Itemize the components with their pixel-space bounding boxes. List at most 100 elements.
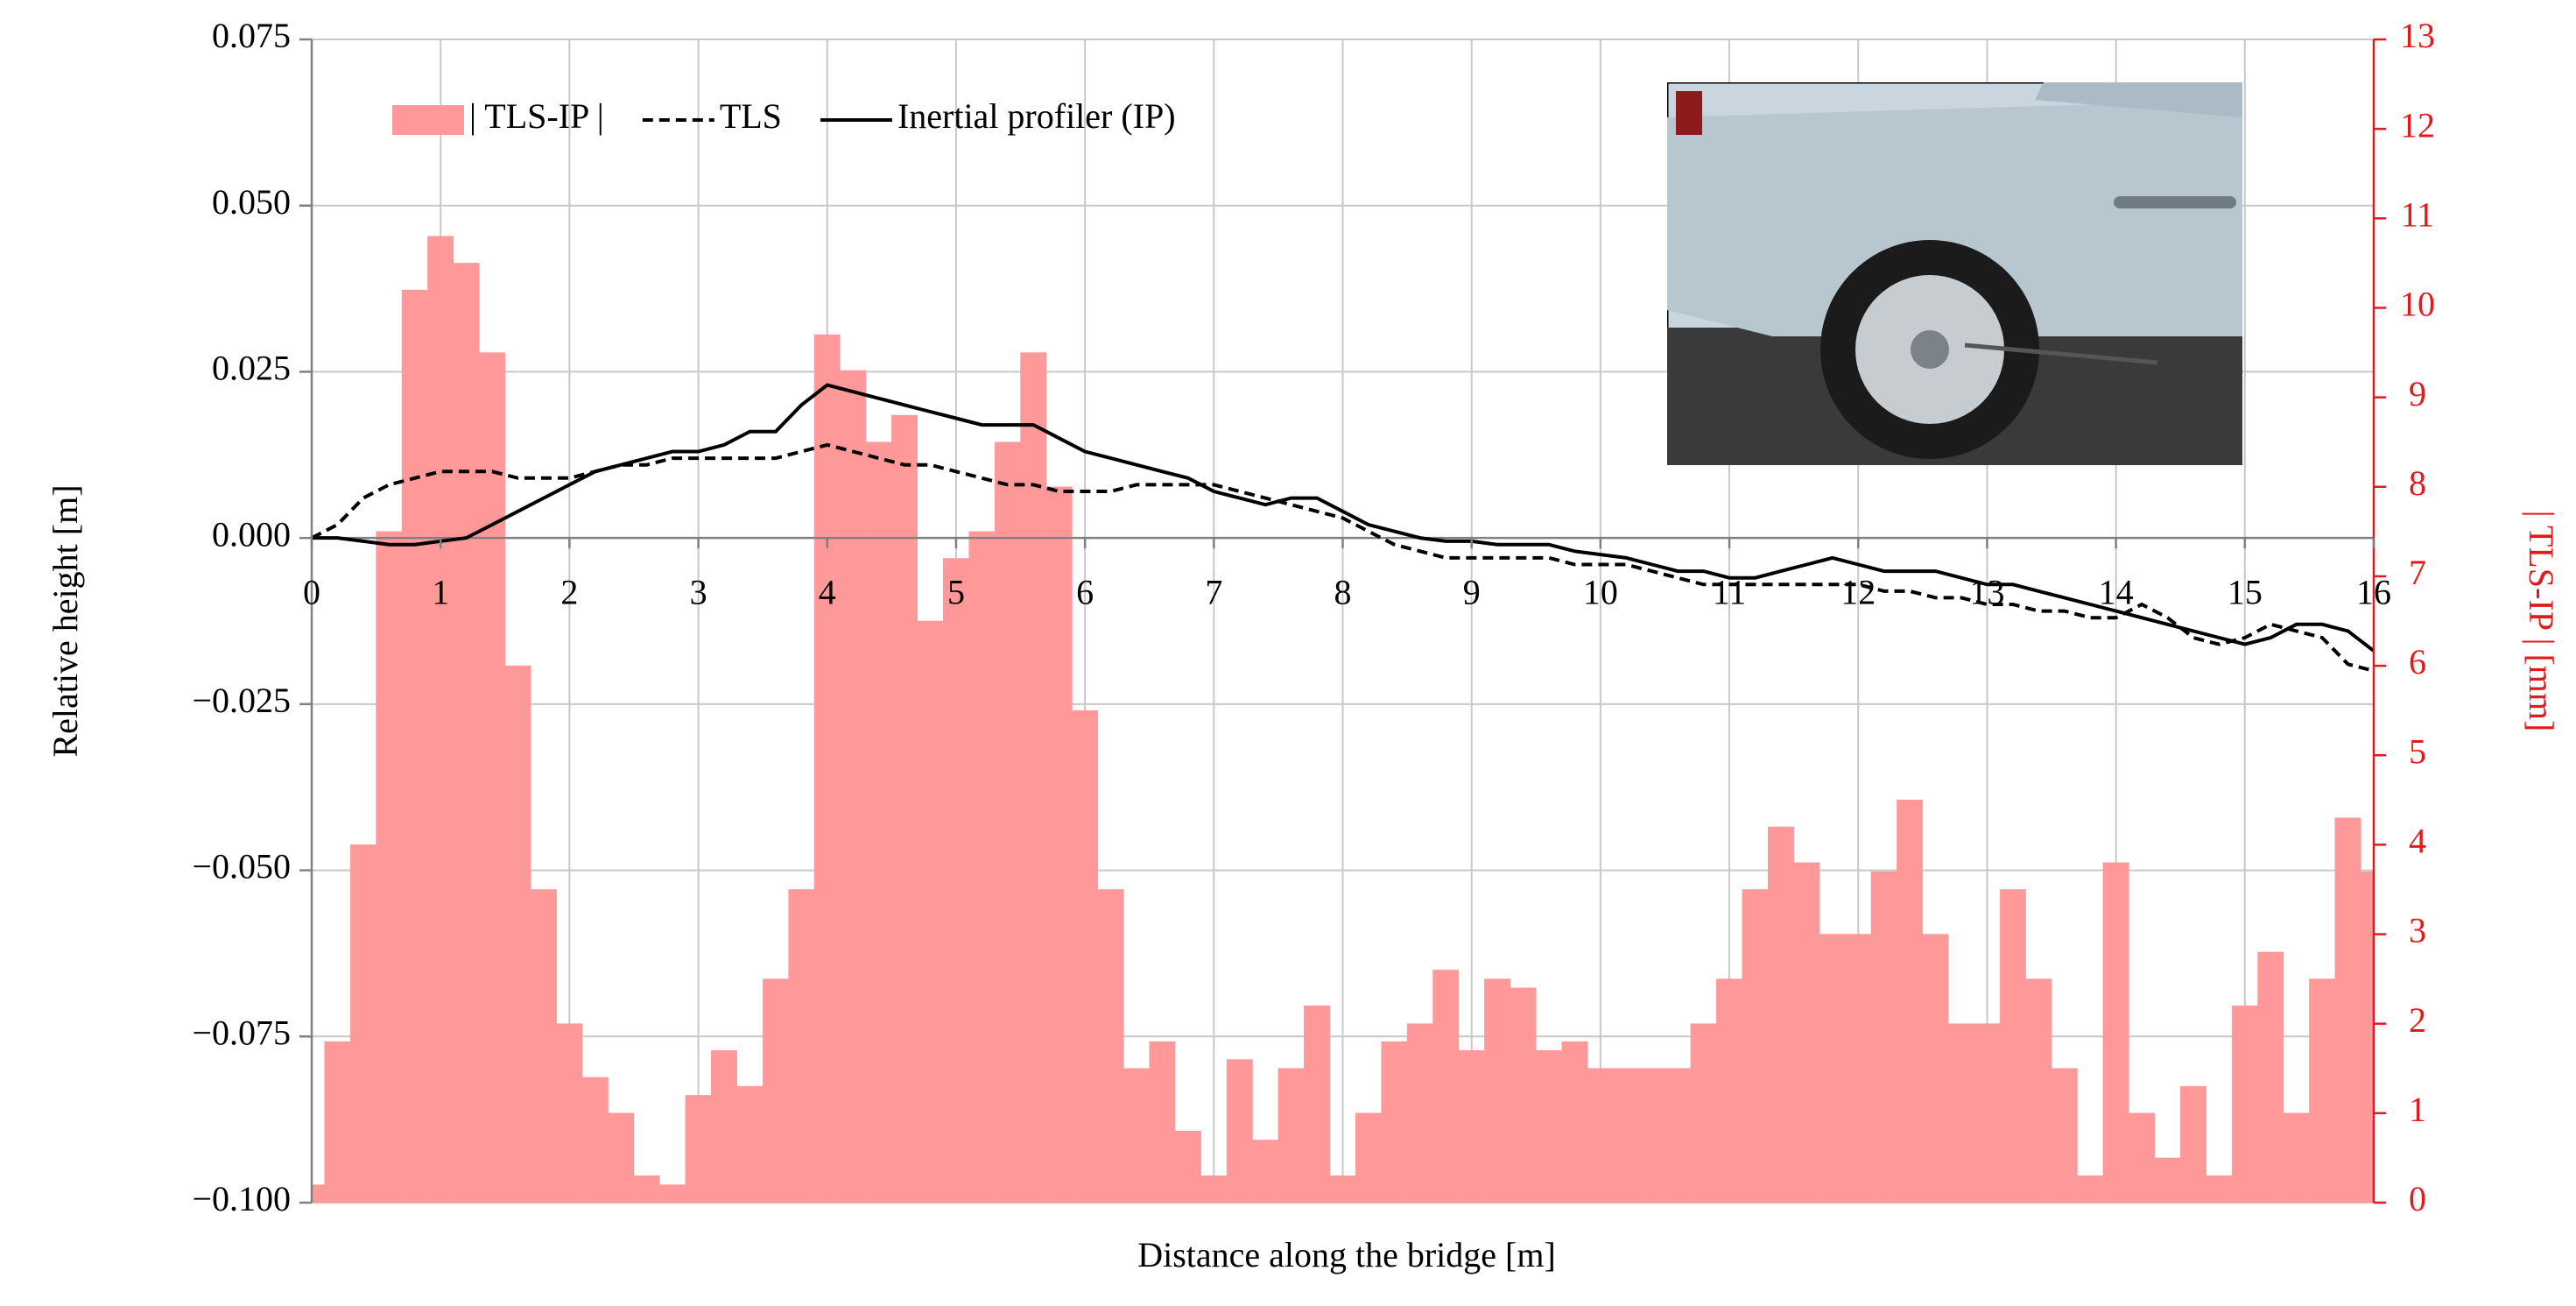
bar xyxy=(1638,1068,1665,1204)
bar xyxy=(581,1077,609,1204)
y2-tick-label: 3 xyxy=(2409,911,2426,950)
bar xyxy=(1174,1131,1201,1204)
x-tick-label: 14 xyxy=(2099,572,2134,611)
y2-tick-label: 6 xyxy=(2409,642,2426,681)
bar xyxy=(504,665,531,1204)
bar xyxy=(2334,817,2361,1204)
y2-tick-label: 7 xyxy=(2409,553,2426,592)
bar xyxy=(1381,1041,1408,1204)
bar xyxy=(1149,1041,1176,1204)
y2-tick-label: 13 xyxy=(2400,16,2435,55)
bar xyxy=(311,1184,325,1204)
bar xyxy=(453,263,480,1204)
bar xyxy=(711,1050,737,1204)
y2-tick-label: 2 xyxy=(2409,1000,2426,1040)
legend-label: | TLS-IP | xyxy=(469,96,604,136)
legend-label: TLS xyxy=(720,96,782,136)
bar xyxy=(1561,1041,1588,1204)
bar xyxy=(1665,1068,1692,1204)
bar xyxy=(1793,862,1820,1204)
y-tick-label: −0.100 xyxy=(192,1179,291,1218)
bar xyxy=(2179,1085,2206,1204)
bar xyxy=(1200,1175,1228,1204)
bar xyxy=(1123,1068,1150,1204)
x-tick-label: 13 xyxy=(1969,572,2004,611)
bar xyxy=(1097,889,1124,1204)
bar xyxy=(2231,1006,2258,1204)
bar xyxy=(1355,1112,1382,1204)
bar xyxy=(1484,978,1511,1204)
bar xyxy=(917,620,944,1204)
bar xyxy=(840,370,867,1204)
y-tick-label: −0.025 xyxy=(192,681,291,720)
x-tick-label: 1 xyxy=(432,572,449,611)
bar xyxy=(2129,1112,2156,1204)
bar xyxy=(1020,352,1047,1204)
y-tick-label: 0.075 xyxy=(212,16,291,55)
bar xyxy=(401,289,428,1204)
bar xyxy=(1458,1050,1485,1204)
x-tick-label: 16 xyxy=(2356,572,2391,611)
bar xyxy=(1767,826,1794,1204)
bar xyxy=(1045,486,1073,1204)
bar xyxy=(479,352,506,1204)
bar xyxy=(1870,871,1897,1204)
bar xyxy=(1716,978,1743,1204)
bar xyxy=(968,531,996,1204)
bar xyxy=(1819,934,1846,1204)
y2-tick-label: 10 xyxy=(2400,285,2435,324)
y2-tick-label: 5 xyxy=(2409,731,2426,771)
line-series xyxy=(312,383,2375,653)
x-tick-label: 8 xyxy=(1334,572,1352,611)
bar xyxy=(1587,1068,1614,1204)
bar xyxy=(530,889,557,1204)
bar xyxy=(1072,709,1099,1204)
bar xyxy=(1432,970,1460,1204)
bar xyxy=(2283,1112,2310,1204)
x-tick-label: 15 xyxy=(2228,572,2263,611)
bar xyxy=(2206,1175,2233,1204)
bar xyxy=(376,531,403,1204)
bar xyxy=(1277,1068,1305,1204)
bar xyxy=(1304,1006,1331,1204)
y2-tick-label: 4 xyxy=(2409,822,2426,861)
y2-tick-label: 0 xyxy=(2409,1179,2426,1218)
bar xyxy=(865,441,892,1204)
bar xyxy=(1690,1023,1717,1204)
bar xyxy=(994,441,1021,1204)
bar xyxy=(2154,1157,2181,1204)
bar xyxy=(1252,1140,1279,1204)
legend-swatch xyxy=(392,105,464,135)
x-tick-label: 9 xyxy=(1463,572,1481,611)
y-axis-title: Relative height [m] xyxy=(46,484,85,757)
y-tick-label: 0.050 xyxy=(212,182,291,222)
bar xyxy=(349,844,377,1204)
bar xyxy=(2077,1175,2104,1204)
bar xyxy=(659,1184,686,1204)
bar xyxy=(762,978,789,1204)
bar xyxy=(556,1023,583,1204)
y-tick-label: −0.050 xyxy=(192,847,291,886)
bar xyxy=(1922,934,1949,1204)
bar xyxy=(2257,951,2284,1204)
bar xyxy=(685,1095,712,1204)
bar xyxy=(1510,987,1537,1204)
bar xyxy=(891,414,918,1204)
bar xyxy=(1845,934,1872,1204)
bar xyxy=(2309,978,2336,1204)
x-tick-label: 0 xyxy=(303,572,320,611)
bar xyxy=(1999,889,2026,1204)
bar xyxy=(1536,1050,1562,1204)
x-axis-title: Distance along the bridge [m] xyxy=(1137,1235,1556,1274)
legend-label: Inertial profiler (IP) xyxy=(897,96,1176,136)
line-series xyxy=(311,442,2375,673)
y2-tick-label: 8 xyxy=(2409,463,2426,503)
bar xyxy=(1948,1023,1974,1204)
y-tick-label: 0.025 xyxy=(212,349,291,388)
bar xyxy=(813,334,841,1204)
x-tick-label: 11 xyxy=(1713,572,1747,611)
bar xyxy=(1406,1023,1433,1204)
bar xyxy=(2025,978,2052,1204)
bar xyxy=(1329,1175,1356,1204)
